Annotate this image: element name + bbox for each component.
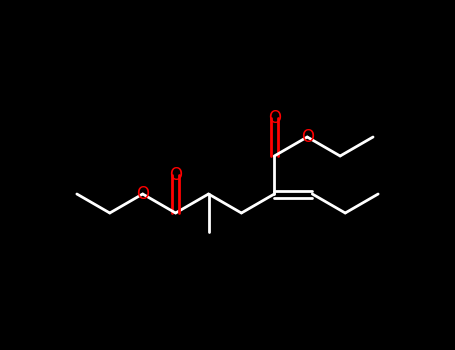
Text: O: O (268, 109, 281, 127)
Text: O: O (136, 185, 149, 203)
Text: O: O (301, 128, 314, 146)
Text: O: O (169, 166, 182, 184)
